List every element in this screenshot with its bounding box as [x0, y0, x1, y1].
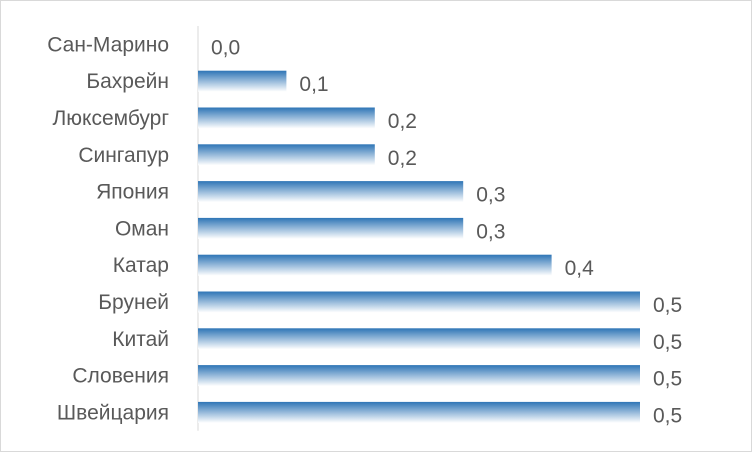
category-label: Япония [96, 181, 169, 204]
data-label: 0,5 [653, 368, 682, 391]
data-label: 0,4 [565, 257, 595, 280]
category-label: Словения [72, 365, 169, 388]
bar [198, 70, 287, 92]
data-label: 0,3 [476, 184, 505, 207]
bar [198, 291, 640, 313]
category-label: Оман [115, 217, 169, 240]
bar [198, 254, 552, 276]
category-label: Китай [112, 328, 169, 351]
bar [198, 181, 464, 203]
bar [198, 401, 640, 423]
data-label: 0,1 [299, 73, 328, 96]
data-label: 0,5 [653, 404, 682, 427]
category-label: Катар [113, 254, 169, 277]
category-label: Швейцария [57, 401, 169, 424]
data-label: 0,2 [388, 110, 417, 133]
bar [198, 107, 375, 129]
data-label: 0,5 [653, 294, 682, 317]
category-label: Бахрейн [86, 70, 169, 93]
category-label: Бруней [98, 291, 169, 314]
data-label: 0,5 [653, 331, 682, 354]
category-label: Сингапур [78, 144, 169, 167]
data-label: 0,2 [388, 147, 417, 170]
bar [198, 217, 464, 239]
data-label: 0,3 [476, 220, 505, 243]
bar [198, 144, 375, 166]
bar [198, 365, 640, 387]
data-label: 0,0 [211, 36, 240, 59]
category-label: Люксембург [52, 107, 169, 130]
bar [198, 328, 640, 350]
category-label: Сан-Марино [47, 33, 169, 56]
